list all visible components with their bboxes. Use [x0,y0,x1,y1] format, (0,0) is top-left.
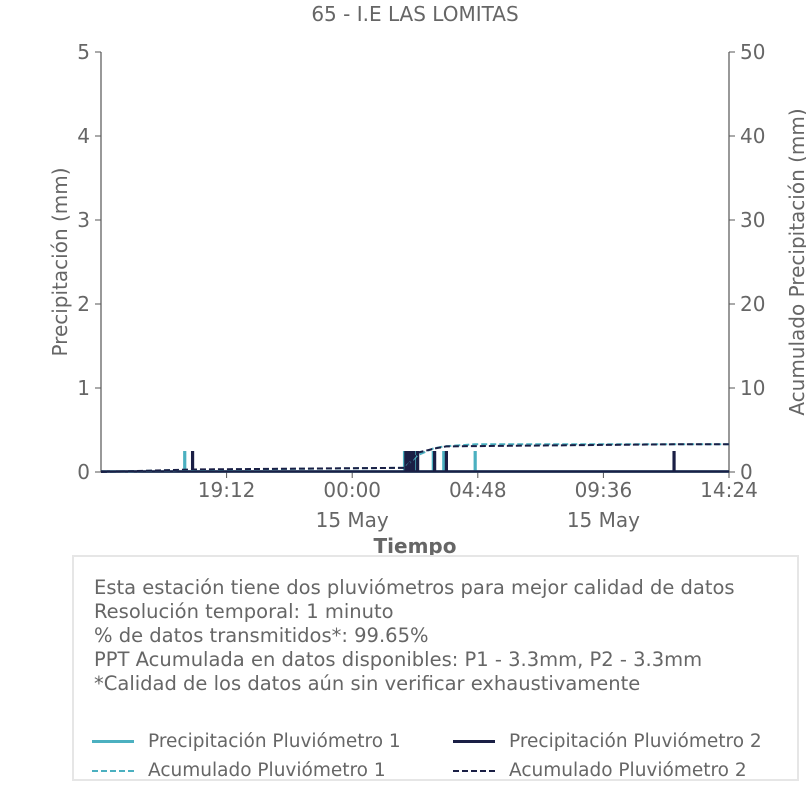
info-line-quality-note: *Calidad de los datos aún sin verificar … [94,672,641,695]
x-axis-label: Tiempo [374,534,457,556]
precip-bar [406,451,411,472]
y-tick-label: 3 [77,208,90,232]
x-tick-sublabel: 15 May [316,508,389,532]
info-line-transmitted: % de datos transmitidos*: 99.65% [94,624,429,647]
legend-swatch [92,769,134,772]
precip-bar [672,451,676,472]
left-y-axis: 0 1 2 3 4 5 [77,40,102,484]
y-tick-label: 4 [77,124,90,148]
x-tick-label: 00:00 [323,478,381,502]
precip-bar [190,451,195,472]
right-y-axis: 0 10 20 30 40 50 [728,40,765,484]
x-axis: 19:12 00:00 15 May 04:48 09:36 15 May 14:24 [101,471,758,532]
x-tick-label: 04:48 [449,478,507,502]
legend-item-p1-precip: Precipitación Pluviómetro 1 [92,731,401,752]
precip-bar [404,451,408,472]
precip-bar [433,451,437,472]
legend-swatch [453,740,495,743]
precip-bar [442,451,446,472]
y-tick-label: 1 [77,376,90,400]
y2-tick-label: 40 [740,124,765,148]
precip-bar [183,451,187,472]
legend-label: Precipitación Pluviómetro 2 [509,731,762,752]
accum-line [100,443,729,473]
legend-label: Precipitación Pluviómetro 1 [148,731,401,752]
precip-bar [444,451,448,472]
x-tick-label: 14:24 [700,478,758,502]
legend-label: Acumulado Pluviómetro 1 [148,760,386,781]
y2-tick-label: 20 [740,292,765,316]
info-line-accumulated: PPT Acumulada en datos disponibles: P1 -… [94,648,703,671]
legend-label: Acumulado Pluviómetro 2 [509,760,747,781]
legend-swatch [92,740,134,743]
legend-item-p2-precip: Precipitación Pluviómetro 2 [453,731,762,752]
precip-bar [409,451,413,472]
legend-swatch [453,769,495,772]
x-tick-label: 09:36 [575,478,633,502]
y-tick-label: 2 [77,292,90,316]
precip-bar [416,451,420,472]
y2-tick-label: 30 [740,208,765,232]
x-tick-label: 19:12 [198,478,256,502]
y2-tick-label: 0 [740,460,753,484]
y-tick-label: 5 [77,40,90,64]
y2-tick-label: 10 [740,376,765,400]
y-axis-label: Precipitación (mm) [48,167,72,356]
y2-axis-label: Acumulado Precipitación (mm) [785,108,806,415]
info-line-resolution: Resolución temporal: 1 minuto [94,600,394,623]
y2-tick-label: 50 [740,40,765,64]
info-box: Esta estación tiene dos pluviómetros par… [72,555,799,781]
plot-area [100,443,729,473]
precip-bar [473,451,477,472]
series-p2-precip [101,451,729,473]
info-line-stations: Esta estación tiene dos pluviómetros par… [94,576,735,599]
chart-title: 65 - I.E LAS LOMITAS [311,2,518,26]
x-tick-sublabel: 15 May [567,508,640,532]
y-tick-label: 0 [77,460,90,484]
legend-item-p1-accum: Acumulado Pluviómetro 1 [92,760,386,781]
legend-item-p2-accum: Acumulado Pluviómetro 2 [453,760,747,781]
series-p2-accum [100,443,729,473]
precip-bar [412,451,416,472]
